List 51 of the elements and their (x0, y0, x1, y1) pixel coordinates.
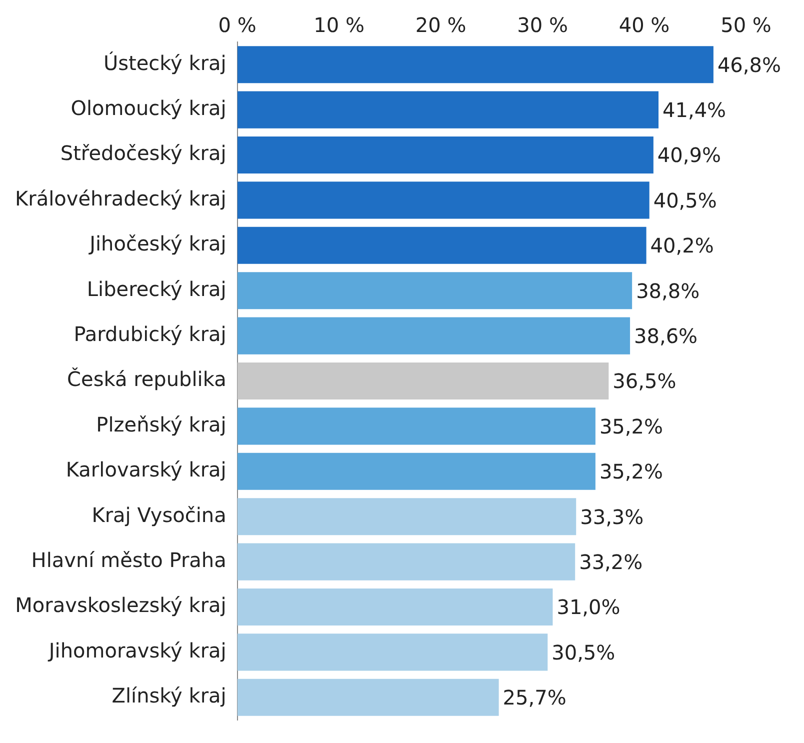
data-label: 40,5% (653, 188, 717, 212)
data-label: 46,8% (717, 52, 781, 77)
data-label: 41,4% (662, 98, 726, 122)
data-label: 36,5% (612, 369, 676, 394)
x-tick-label: 20 % (415, 13, 466, 38)
data-label: 30,5% (552, 640, 616, 664)
bar (237, 272, 632, 310)
y-tick-label: Pardubický kraj (74, 322, 226, 346)
x-tick-label: 30 % (517, 13, 568, 38)
data-label: 31,0% (556, 595, 620, 620)
bar (237, 498, 576, 536)
bar (237, 543, 576, 580)
data-label: 33,2% (579, 550, 643, 574)
bar (237, 317, 630, 354)
data-label: 38,6% (634, 324, 698, 348)
x-tick-label: 0 % (218, 13, 256, 38)
y-tick-label: Ústecký kraj (103, 50, 226, 75)
data-label: 40,2% (650, 234, 714, 258)
y-tick-label: Zlínský kraj (112, 684, 226, 708)
data-label: 35,2% (599, 414, 663, 438)
bar (237, 91, 659, 128)
bar (237, 136, 654, 174)
data-label: 25,7% (502, 686, 566, 710)
y-tick-label: Česká republika (67, 367, 226, 392)
bar (237, 634, 548, 671)
bar (237, 46, 714, 84)
bar (237, 588, 553, 626)
data-label: 35,2% (599, 460, 663, 484)
x-tick-label: 10 % (314, 13, 364, 38)
data-label: 40,9% (657, 143, 721, 168)
y-tick-label: Olomoucký kraj (70, 96, 226, 120)
bar (237, 678, 499, 716)
y-tick-label: Karlovarský kraj (66, 458, 226, 482)
y-tick-label: Jihomoravský kraj (46, 638, 226, 662)
x-tick-label: 50 % (720, 13, 772, 38)
bar (237, 408, 596, 445)
bar (237, 362, 609, 400)
y-tick-label: Královéhradecký kraj (15, 186, 226, 210)
bar (237, 182, 650, 219)
y-tick-label: Jihočeský kraj (88, 232, 226, 256)
y-tick-label: Kraj Vysočina (92, 502, 226, 527)
data-label: 38,8% (636, 278, 700, 303)
y-tick-label: Plzeňský kraj (96, 412, 226, 436)
y-tick-label: Hlavní město Praha (31, 548, 226, 572)
data-label: 33,3% (580, 504, 644, 529)
y-tick-label: Liberecký kraj (86, 276, 226, 301)
bar (237, 452, 596, 490)
bar (237, 226, 646, 264)
y-tick-label: Středočeský kraj (60, 141, 226, 166)
x-tick-label: 40 % (618, 13, 670, 38)
y-tick-label: Moravskoslezský kraj (15, 593, 226, 618)
